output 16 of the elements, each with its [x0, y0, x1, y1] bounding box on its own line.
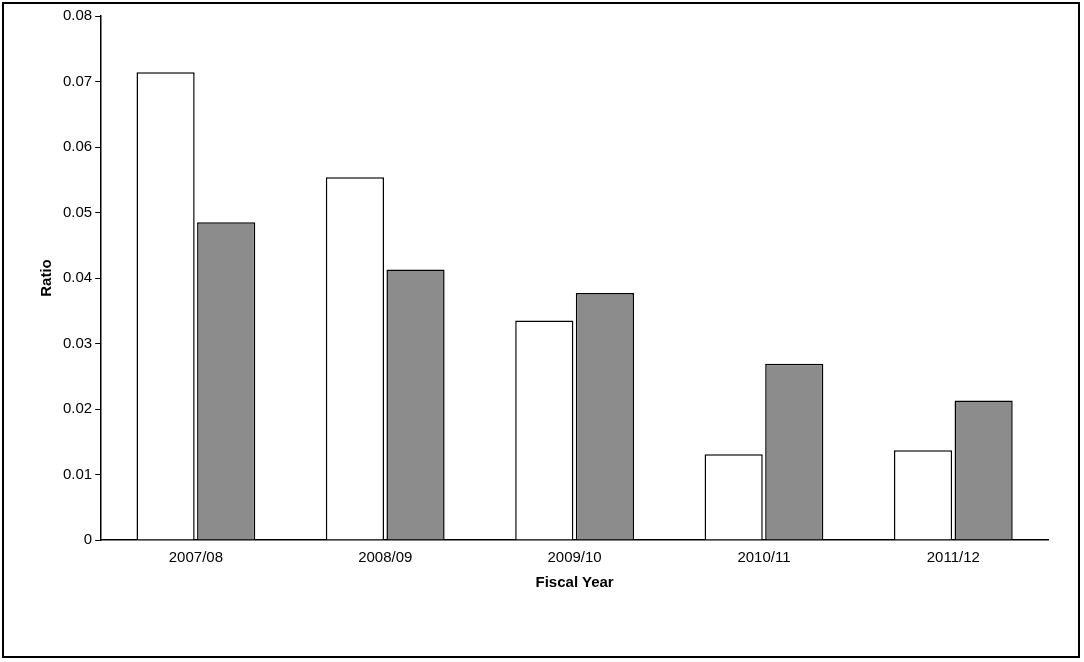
y-tick-label: 0.08	[62, 6, 93, 24]
y-tick-label: 0.02	[62, 399, 93, 417]
x-tick-label: 2011/12	[926, 548, 980, 566]
x-tick-label: 2007/08	[168, 548, 223, 566]
x-axis-title: Fiscal Year	[535, 573, 614, 591]
y-tick-label: 0.04	[62, 268, 93, 286]
y-tick-label: 0.01	[62, 464, 93, 482]
y-axis-title: Ratio	[37, 259, 55, 297]
y-tick-label: 0.03	[62, 333, 93, 351]
x-tick-label: 2009/10	[547, 548, 602, 566]
x-tick-label: 2010/11	[737, 548, 791, 566]
y-tick-label: 0.07	[62, 71, 93, 89]
y-tick-label: 0	[83, 530, 93, 548]
y-tick-label: 0.06	[62, 137, 93, 155]
x-tick-label: 2008/09	[358, 548, 413, 566]
y-tick-label: 0.05	[62, 202, 93, 220]
